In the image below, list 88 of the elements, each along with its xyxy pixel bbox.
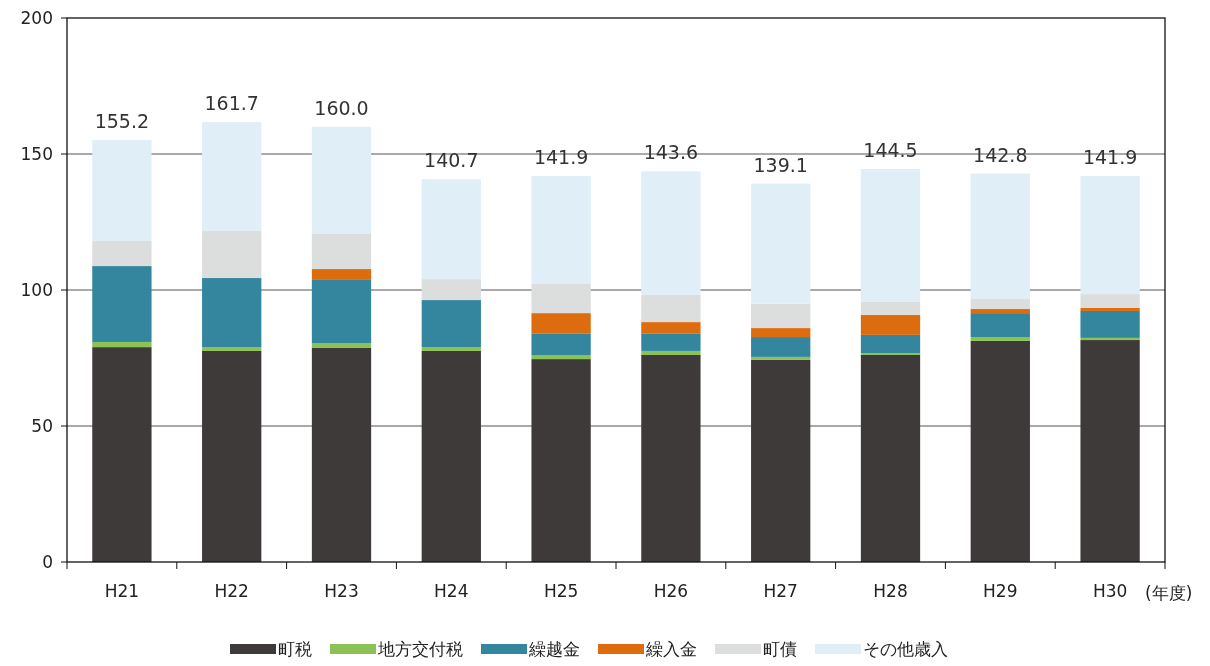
- bar: [202, 122, 262, 231]
- bar: [311, 279, 372, 344]
- bar: [311, 269, 372, 280]
- legend-label: 町税: [278, 639, 312, 659]
- x-tick-label: H23: [324, 581, 359, 601]
- total-label: 160.0: [314, 96, 369, 119]
- bar: [92, 347, 152, 562]
- bar: [531, 333, 591, 356]
- y-tick-label: 0: [42, 552, 53, 572]
- bar: [860, 168, 921, 302]
- legend-label: 繰入金: [645, 639, 697, 659]
- bar: [970, 340, 1030, 562]
- bar: [92, 266, 152, 342]
- bar: [1080, 310, 1140, 338]
- total-label: 141.9: [1082, 146, 1138, 169]
- y-tick-label: 50: [31, 416, 53, 436]
- bar: [531, 359, 591, 562]
- bar: [311, 126, 372, 234]
- bar: [751, 337, 811, 357]
- bar: [421, 279, 481, 301]
- bar: [311, 343, 372, 348]
- bar: [202, 230, 262, 279]
- total-label: 140.7: [424, 149, 479, 172]
- bar: [970, 309, 1030, 314]
- x-tick-label: H27: [763, 581, 798, 601]
- x-tick-label: H29: [983, 581, 1018, 601]
- bar: [860, 315, 921, 335]
- bar: [751, 183, 811, 304]
- x-tick-label: H25: [543, 581, 579, 601]
- bar: [311, 347, 372, 562]
- bar: [751, 359, 811, 562]
- bar: [421, 347, 481, 351]
- bar: [421, 300, 481, 348]
- bar: [1080, 337, 1140, 341]
- bar: [751, 356, 811, 360]
- x-tick-label: H24: [434, 581, 469, 601]
- total-label: 142.8: [973, 143, 1028, 166]
- bar: [860, 301, 921, 316]
- total-label: 143.6: [643, 141, 699, 164]
- bar: [641, 294, 701, 323]
- bar: [641, 355, 701, 562]
- bar: [202, 350, 262, 562]
- x-tick-label: H22: [214, 581, 249, 601]
- bar: [970, 313, 1030, 338]
- legend-label: 地方交付税: [377, 639, 463, 659]
- bar: [202, 278, 262, 348]
- y-tick-label: 150: [20, 144, 53, 164]
- bar: [751, 328, 811, 338]
- bar: [860, 355, 921, 562]
- total-label: 139.1: [753, 153, 808, 176]
- x-axis-title: (年度): [1145, 583, 1193, 603]
- bar: [202, 347, 262, 351]
- x-tick-label: H28: [873, 581, 908, 601]
- bar: [860, 334, 921, 354]
- bar: [92, 241, 152, 267]
- total-label: 161.7: [204, 92, 259, 115]
- bar: [1080, 176, 1140, 295]
- bar: [531, 284, 591, 314]
- bar: [970, 337, 1030, 341]
- bar: [641, 171, 701, 295]
- legend-label: 繰越金: [528, 639, 580, 659]
- bar: [641, 350, 701, 356]
- bar: [641, 333, 701, 351]
- bar: [1080, 307, 1140, 311]
- bar: [531, 313, 591, 334]
- bar: [531, 176, 591, 285]
- x-tick-label: H26: [653, 581, 689, 601]
- bar: [92, 139, 152, 242]
- bar: [641, 322, 701, 334]
- total-label: 144.5: [863, 138, 918, 161]
- x-tick-label: H30: [1092, 581, 1128, 601]
- bar: [970, 173, 1030, 299]
- bar: [751, 303, 811, 329]
- bar: [531, 355, 591, 360]
- bar: [92, 341, 152, 348]
- bar: [421, 179, 481, 280]
- legend-label: 町債: [763, 639, 797, 659]
- total-label: 155.2: [94, 109, 150, 132]
- y-tick-label: 200: [20, 8, 53, 28]
- bar: [1080, 294, 1140, 308]
- x-tick-label: H21: [104, 581, 140, 601]
- legend-label: その他歳入: [863, 639, 948, 659]
- y-tick-label: 100: [20, 280, 53, 300]
- bar: [970, 298, 1030, 310]
- bar: [421, 350, 481, 562]
- bar: [311, 233, 372, 270]
- bar: [1080, 340, 1140, 562]
- total-label: 141.9: [533, 146, 589, 169]
